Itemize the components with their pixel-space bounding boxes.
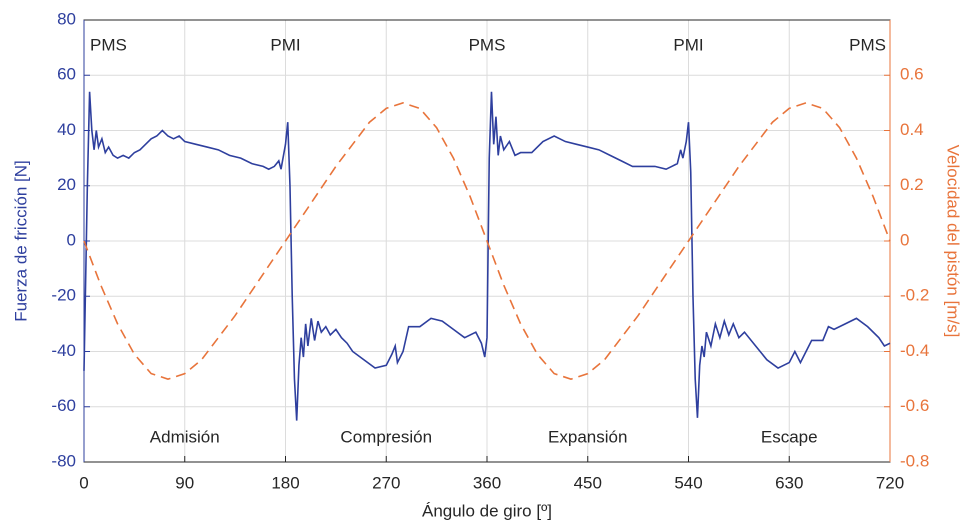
x-tick-label: 540 (674, 473, 702, 492)
stroke-point-label: PMS (849, 35, 886, 54)
phase-label: Escape (761, 427, 818, 446)
y-tick-label: -40 (51, 341, 76, 360)
stroke-point-label: PMS (90, 35, 127, 54)
y2-tick-label: 0.2 (900, 175, 924, 194)
series-line (83, 91, 891, 421)
y-tick-label: 0 (67, 230, 76, 249)
y-tick-label: 60 (57, 65, 76, 84)
series-line (83, 102, 891, 380)
y2-tick-label: 0.4 (900, 120, 924, 139)
y-tick-label: 40 (57, 120, 76, 139)
stroke-point-label: PMI (673, 35, 703, 54)
y2-tick-label: 0 (900, 230, 909, 249)
y-tick-label: -60 (51, 396, 76, 415)
x-tick-label: 270 (372, 473, 400, 492)
y2-tick-label: -0.6 (900, 396, 929, 415)
y2-tick-label: -0.4 (900, 341, 929, 360)
x-tick-label: 720 (876, 473, 904, 492)
x-tick-label: 360 (473, 473, 501, 492)
y2-axis-label: Velocidad del pistón [m/s] (944, 145, 963, 338)
x-tick-label: 180 (271, 473, 299, 492)
y2-tick-label: 0.6 (900, 65, 924, 84)
y-tick-label: 80 (57, 9, 76, 28)
y-tick-label: 20 (57, 175, 76, 194)
x-axis-label: Ángulo de giro [º] (422, 501, 552, 520)
x-tick-label: 0 (79, 473, 88, 492)
phase-label: Expansión (548, 427, 627, 446)
phase-label: Compresión (340, 427, 432, 446)
phase-label: Admisión (150, 427, 220, 446)
y2-tick-label: -0.2 (900, 286, 929, 305)
x-tick-label: 450 (574, 473, 602, 492)
y-tick-label: -20 (51, 286, 76, 305)
stroke-point-label: PMI (270, 35, 300, 54)
y-axis-label: Fuerza de fricción [N] (11, 160, 30, 322)
y-tick-label: -80 (51, 451, 76, 470)
stroke-point-label: PMS (469, 35, 506, 54)
x-tick-label: 90 (175, 473, 194, 492)
x-tick-label: 630 (775, 473, 803, 492)
y2-tick-label: -0.8 (900, 451, 929, 470)
